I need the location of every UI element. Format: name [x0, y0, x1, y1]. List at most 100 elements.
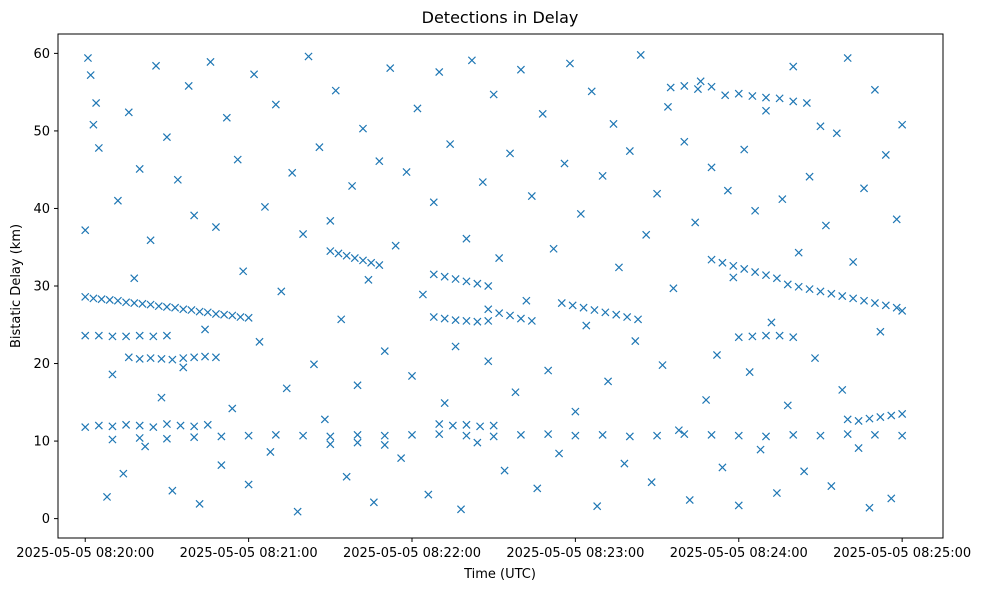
data-point — [800, 467, 809, 476]
y-tick-label: 60 — [33, 47, 50, 62]
data-point — [810, 354, 820, 363]
data-point — [138, 299, 147, 308]
data-point — [849, 294, 858, 303]
data-point — [843, 54, 852, 63]
data-point — [168, 486, 177, 495]
data-point — [789, 430, 798, 439]
data-point — [827, 482, 836, 491]
data-point — [386, 64, 395, 73]
data-point — [201, 352, 210, 361]
data-point — [299, 431, 308, 440]
data-point — [794, 282, 803, 291]
data-point — [838, 385, 847, 394]
data-point — [707, 430, 716, 439]
x-tick-label: 2025-05-05 08:22:00 — [343, 546, 481, 561]
data-point — [211, 223, 220, 232]
data-point — [898, 306, 907, 315]
data-point — [789, 333, 798, 342]
data-point — [462, 316, 471, 325]
data-point — [89, 120, 98, 129]
data-point — [108, 370, 117, 379]
y-tick-label: 40 — [33, 202, 50, 217]
data-point — [203, 308, 212, 317]
data-point — [309, 360, 318, 369]
data-point — [86, 71, 95, 80]
data-point — [576, 209, 585, 218]
data-point — [348, 181, 357, 190]
data-point — [473, 317, 482, 326]
data-point — [271, 100, 280, 109]
data-point — [789, 62, 798, 71]
data-point — [783, 280, 792, 289]
data-point — [331, 86, 340, 95]
data-point — [413, 104, 422, 113]
data-point — [843, 415, 852, 424]
data-point — [375, 157, 384, 166]
y-tick-label: 20 — [33, 357, 50, 372]
data-point — [707, 163, 716, 172]
data-point — [729, 273, 738, 282]
data-point — [260, 202, 269, 211]
data-point — [135, 354, 144, 363]
data-point — [440, 314, 449, 323]
data-point — [495, 309, 504, 318]
data-point — [171, 303, 180, 312]
data-point — [83, 54, 92, 63]
data-point — [843, 430, 852, 439]
data-point — [255, 337, 264, 346]
data-point — [663, 102, 672, 111]
data-point — [734, 89, 743, 98]
data-point — [122, 332, 131, 341]
data-point — [233, 155, 242, 164]
data-point — [484, 305, 493, 314]
data-point — [271, 430, 280, 439]
data-point — [157, 354, 166, 363]
data-point — [149, 423, 158, 432]
data-point — [429, 270, 438, 279]
data-point — [108, 422, 117, 431]
data-point — [721, 91, 730, 100]
data-point — [623, 312, 632, 322]
data-point — [326, 440, 335, 449]
data-point — [162, 133, 171, 142]
data-point — [334, 249, 343, 258]
data-point — [604, 377, 613, 386]
data-point — [805, 172, 814, 181]
data-point — [696, 77, 705, 86]
data-point — [887, 494, 896, 503]
data-point — [734, 431, 743, 440]
plot-area — [57, 33, 944, 539]
data-point — [130, 299, 139, 308]
data-point — [495, 254, 504, 263]
data-point — [353, 438, 362, 447]
data-point — [876, 327, 885, 336]
data-point — [168, 355, 177, 364]
data-point — [761, 331, 771, 340]
data-point — [881, 150, 890, 159]
data-point — [772, 489, 781, 498]
data-point — [446, 140, 455, 149]
data-point — [816, 431, 825, 440]
data-point — [506, 149, 515, 158]
data-point — [876, 413, 885, 422]
x-tick-label: 2025-05-05 08:24:00 — [670, 546, 808, 561]
data-point — [81, 226, 90, 235]
data-point — [342, 251, 351, 260]
data-point — [435, 67, 444, 77]
data-point — [367, 258, 376, 267]
data-point — [511, 388, 520, 397]
data-point — [250, 70, 259, 79]
data-point — [448, 421, 457, 430]
data-point — [119, 469, 128, 478]
data-point — [598, 171, 607, 180]
data-point — [538, 109, 547, 118]
data-point — [456, 505, 466, 514]
data-point — [740, 145, 749, 154]
data-point — [734, 501, 743, 510]
data-point — [772, 274, 781, 283]
data-point — [516, 430, 525, 439]
data-point — [821, 221, 830, 230]
data-point — [816, 122, 825, 131]
data-point — [102, 492, 112, 501]
data-point — [288, 168, 297, 177]
